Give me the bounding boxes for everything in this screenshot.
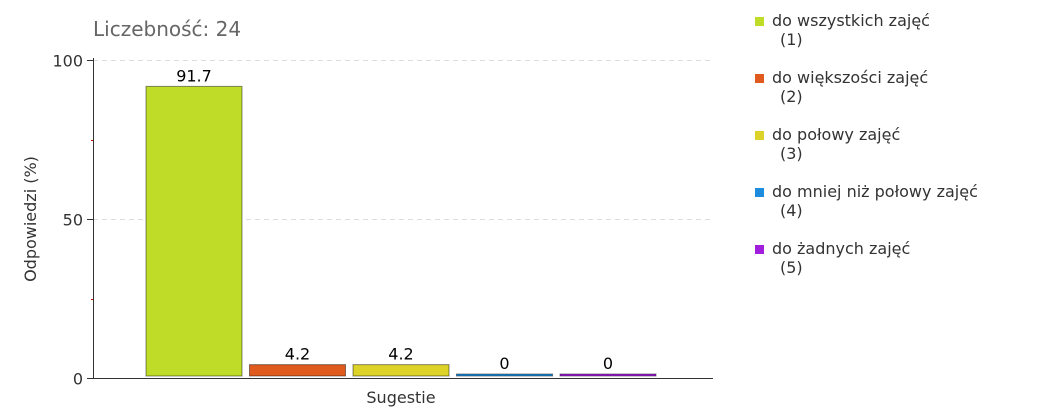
chart-title: Liczebność: 24 <box>93 17 241 41</box>
legend-code: (3) <box>780 144 803 163</box>
legend-swatch-1 <box>755 17 764 26</box>
data-label: 4.2 <box>285 345 310 364</box>
bar-1 <box>145 85 243 377</box>
legend-code: (4) <box>780 201 803 220</box>
data-label: 0 <box>499 354 509 373</box>
axis-layer: 0 50 100 <box>52 52 713 389</box>
y-tick-label: 50 <box>63 211 83 230</box>
bar-2 <box>249 364 346 377</box>
legend-code: (5) <box>780 258 803 277</box>
legend-swatch-3 <box>755 131 764 140</box>
legend-code: (2) <box>780 87 803 106</box>
data-label-layer: 91.7 4.2 4.2 0 0 <box>176 66 613 373</box>
bar-3 <box>352 364 450 377</box>
data-label: 4.2 <box>388 345 413 364</box>
legend-swatch-4 <box>755 188 764 197</box>
legend-code: (1) <box>780 30 803 49</box>
legend-label: do połowy zajęć <box>772 125 900 144</box>
y-axis-label: Odpowiedzi (%) <box>21 156 40 282</box>
bar-4 <box>456 373 553 377</box>
bar-5 <box>559 373 657 377</box>
y-tick-label: 100 <box>52 52 83 71</box>
legend-label: do mniej niż połowy zajęć <box>772 182 978 201</box>
data-label: 91.7 <box>176 66 212 85</box>
y-tick-label: 0 <box>73 370 83 389</box>
legend-swatch-2 <box>755 74 764 83</box>
bar-layer <box>145 85 657 377</box>
data-label: 0 <box>603 354 613 373</box>
legend-swatch-5 <box>755 245 764 254</box>
legend-label: do żadnych zajęć <box>772 239 910 258</box>
legend-label: do większości zajęć <box>772 68 928 87</box>
x-axis-label: Sugestie <box>366 388 435 407</box>
legend-label: do wszystkich zajęć <box>772 11 930 30</box>
legend: do wszystkich zajęć(1) do większości zaję… <box>755 11 978 277</box>
